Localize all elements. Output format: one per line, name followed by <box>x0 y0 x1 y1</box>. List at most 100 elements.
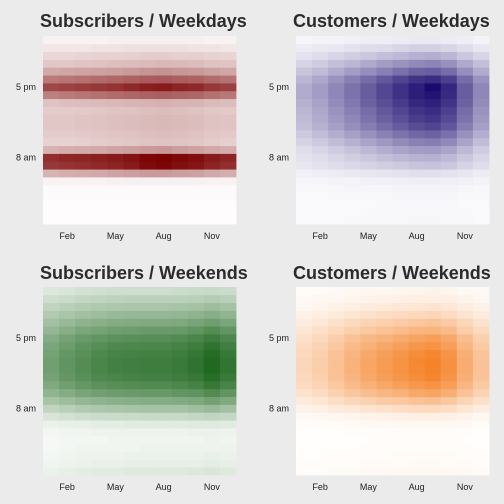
heatmap-cell <box>59 67 76 76</box>
heatmap-cell <box>456 467 474 476</box>
heatmap-cell <box>219 428 237 437</box>
heatmap-cell <box>123 36 140 45</box>
heatmap-cell <box>328 169 345 178</box>
heatmap-cell <box>472 98 490 107</box>
heatmap-cell <box>392 122 409 131</box>
heatmap-cell <box>424 177 442 186</box>
heatmap-cell <box>472 451 490 460</box>
heatmap-cell <box>155 388 173 398</box>
heatmap-cell <box>91 388 108 398</box>
heatmap-cell <box>328 396 345 405</box>
heatmap-cell <box>123 428 140 437</box>
heatmap-cell <box>91 349 108 358</box>
heatmap-cell <box>424 137 442 147</box>
heatmap-cell <box>203 428 221 437</box>
heatmap-cell <box>424 67 442 76</box>
heatmap-cell <box>203 357 221 366</box>
heatmap-cell <box>392 177 409 186</box>
heatmap-cell <box>187 192 205 201</box>
heatmap-cell <box>43 75 60 84</box>
heatmap-cell <box>440 334 458 343</box>
heatmap-cell <box>392 83 409 92</box>
heatmap-cell <box>376 459 393 468</box>
heatmap-cell <box>408 357 426 366</box>
heatmap-cell <box>123 90 140 100</box>
heatmap-cell <box>219 318 237 327</box>
heatmap-cell <box>376 294 393 304</box>
heatmap-cell <box>312 459 329 468</box>
heatmap-cell <box>408 412 426 421</box>
heatmap-cell <box>139 467 156 476</box>
heatmap-cell <box>312 357 329 366</box>
heatmap-cell <box>75 334 92 343</box>
heatmap-cell <box>171 106 189 115</box>
heatmap-cell <box>376 412 393 421</box>
heatmap-cell <box>440 294 458 304</box>
heatmap-cell <box>171 294 189 304</box>
heatmap-cell <box>328 145 345 154</box>
heatmap-cell <box>187 145 205 154</box>
heatmap-cell <box>344 459 361 468</box>
heatmap-cell <box>203 334 221 343</box>
heatmap-cell <box>424 90 442 100</box>
heatmap-cell <box>392 216 409 225</box>
heatmap-cell <box>376 169 393 178</box>
heatmap-cell <box>392 435 409 445</box>
heatmap-cell <box>328 412 345 421</box>
heatmap-cell <box>360 192 377 201</box>
heatmap-cell <box>123 435 140 445</box>
heatmap-cell <box>155 208 173 217</box>
heatmap-cell <box>472 373 490 382</box>
heatmap-cell <box>472 287 490 296</box>
heatmap-cell <box>456 137 474 147</box>
heatmap-cell <box>91 412 108 421</box>
heatmap-cell <box>376 287 393 296</box>
heatmap-cell <box>360 341 377 351</box>
heatmap-cell <box>456 459 474 468</box>
heatmap-cell <box>376 106 393 115</box>
heatmap-cell <box>203 459 221 468</box>
heatmap-cell <box>155 90 173 100</box>
heatmap-cell <box>203 435 221 445</box>
heatmap-cell <box>376 90 393 100</box>
heatmap-cell <box>171 137 189 147</box>
heatmap-cell <box>360 43 377 53</box>
heatmap-cell <box>456 43 474 53</box>
x-tick-label: Feb <box>59 482 75 492</box>
heatmap-cell <box>219 177 237 186</box>
heatmap-cell <box>360 98 377 107</box>
heatmap-cell <box>203 216 221 225</box>
heatmap-cell <box>328 326 345 335</box>
heatmap-cell <box>360 404 377 413</box>
heatmap-cell <box>43 83 60 92</box>
heatmap-cell <box>171 184 189 194</box>
heatmap-cell <box>139 365 156 374</box>
heatmap-cell <box>344 435 361 445</box>
heatmap-cell <box>75 114 92 123</box>
heatmap-cell <box>203 443 221 452</box>
heatmap-cell <box>472 302 490 311</box>
heatmap-cell <box>75 122 92 131</box>
heatmap-cell <box>360 467 377 476</box>
heatmap-cell <box>312 90 329 100</box>
heatmap-cell <box>187 467 205 476</box>
heatmap-cell <box>360 310 377 319</box>
heatmap-cell <box>424 153 442 162</box>
heatmap-cell <box>91 310 108 319</box>
heatmap-cell <box>155 318 173 327</box>
heatmap-cell <box>344 161 361 170</box>
heatmap-cell <box>472 161 490 170</box>
heatmap-cell <box>59 177 76 186</box>
heatmap-cell <box>472 145 490 154</box>
heatmap-cell <box>123 287 140 296</box>
heatmap-cell <box>123 381 140 390</box>
heatmap-cell <box>219 83 237 92</box>
heatmap-cell <box>139 287 156 296</box>
heatmap-cell <box>376 75 393 84</box>
heatmap-cell <box>440 459 458 468</box>
heatmap-cell <box>59 161 76 170</box>
heatmap-cell <box>472 75 490 84</box>
heatmap-cell <box>43 318 60 327</box>
heatmap-cell <box>344 43 361 53</box>
heatmap-cell <box>424 130 442 139</box>
